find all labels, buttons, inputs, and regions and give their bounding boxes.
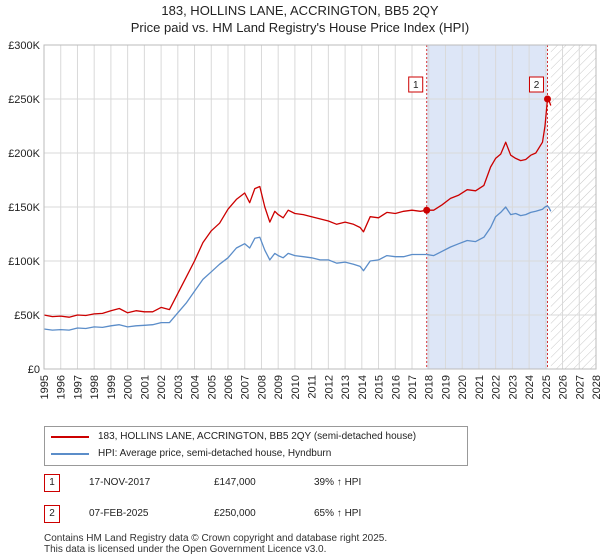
x-tick-label: 1995 — [39, 375, 51, 399]
x-tick-label: 2006 — [223, 375, 235, 399]
x-tick-label: 2028 — [591, 375, 600, 399]
x-tick-label: 2004 — [190, 375, 202, 399]
x-tick-label: 2009 — [273, 375, 285, 399]
chart-subtitle: Price paid vs. HM Land Registry's House … — [130, 20, 470, 35]
x-tick-label: 2018 — [424, 375, 436, 399]
legend-label-hpi: HPI: Average price, semi-detached house,… — [98, 448, 332, 459]
y-tick-label: £50K — [14, 310, 40, 322]
x-tick-label: 1998 — [89, 375, 101, 399]
x-tick-label: 2017 — [407, 375, 419, 399]
x-tick-label: 2014 — [357, 375, 369, 399]
y-tick-label: £0 — [28, 364, 40, 376]
transaction-price: £147,000 — [214, 477, 256, 488]
transaction-row: 1 17-NOV-2017 £147,000 39% ↑ HPI — [44, 474, 584, 492]
sale-point — [423, 206, 431, 214]
x-tick-label: 2027 — [574, 375, 586, 399]
x-tick-label: 2010 — [290, 375, 302, 399]
x-tick-label: 2007 — [240, 375, 252, 399]
x-tick-label: 2005 — [206, 375, 218, 399]
plot-frame — [43, 44, 597, 370]
y-tick-label: £100K — [8, 256, 40, 268]
x-tick-label: 2016 — [390, 375, 402, 399]
x-tick-label: 2013 — [340, 375, 352, 399]
y-tick-label: £200K — [8, 148, 40, 160]
legend-swatch-hpi — [51, 453, 89, 455]
x-tick-label: 2021 — [474, 375, 486, 399]
x-tick-label: 1999 — [106, 375, 118, 399]
event-label-box — [528, 76, 544, 93]
x-tick-label: 2002 — [156, 375, 168, 399]
transaction-hpi-diff: 39% ↑ HPI — [314, 477, 362, 488]
transaction-date: 17-NOV-2017 — [89, 477, 151, 488]
x-tick-label: 2024 — [524, 375, 536, 399]
transaction-number-badge: 2 — [44, 505, 60, 523]
event-label-box — [408, 76, 424, 93]
legend: 183, HOLLINS LANE, ACCRINGTON, BB5 2QY (… — [44, 426, 468, 466]
footer-copyright: Contains HM Land Registry data © Crown c… — [44, 533, 388, 544]
x-tick-label: 1997 — [72, 375, 84, 399]
transaction-price: £250,000 — [214, 508, 256, 519]
y-tick-label: £250K — [8, 94, 40, 106]
x-tick-label: 2019 — [440, 375, 452, 399]
y-tick-label: £150K — [8, 202, 40, 214]
transaction-hpi-diff: 65% ↑ HPI — [314, 508, 362, 519]
transaction-date: 07-FEB-2025 — [89, 508, 149, 519]
chart-title: 183, HOLLINS LANE, ACCRINGTON, BB5 2QY — [161, 3, 439, 18]
hpi-line — [43, 205, 552, 331]
x-tick-label: 1996 — [56, 375, 68, 399]
x-tick-label: 2012 — [323, 375, 335, 399]
legend-label-property: 183, HOLLINS LANE, ACCRINGTON, BB5 2QY (… — [98, 431, 417, 442]
x-tick-label: 2000 — [123, 375, 135, 399]
x-tick-label: 2020 — [457, 375, 469, 399]
price-chart: 1 2 £0 £50K £100K £150K £200K £250K £300K 1995 19… — [8, 40, 600, 399]
x-tick-label: 2025 — [541, 375, 553, 399]
legend-swatch-property — [51, 436, 89, 438]
x-tick-label: 2003 — [173, 375, 185, 399]
y-tick-label: £300K — [8, 40, 40, 52]
event-label: 1 — [413, 80, 419, 91]
event-label: 2 — [534, 80, 540, 91]
x-tick-label: 2022 — [491, 375, 503, 399]
transaction-number-badge: 1 — [44, 474, 60, 492]
property-price-line — [43, 98, 552, 318]
sale-point — [543, 95, 551, 103]
x-tick-label: 2026 — [558, 375, 570, 399]
x-tick-label: 2023 — [507, 375, 519, 399]
x-tick-label: 2008 — [256, 375, 268, 399]
footer-licence: This data is licensed under the Open Gov… — [44, 544, 327, 555]
transaction-row: 2 07-FEB-2025 £250,000 65% ↑ HPI — [44, 505, 584, 523]
x-tick-label: 2015 — [374, 375, 386, 399]
x-tick-label: 2001 — [139, 375, 151, 399]
x-tick-label: 2011 — [307, 375, 319, 399]
